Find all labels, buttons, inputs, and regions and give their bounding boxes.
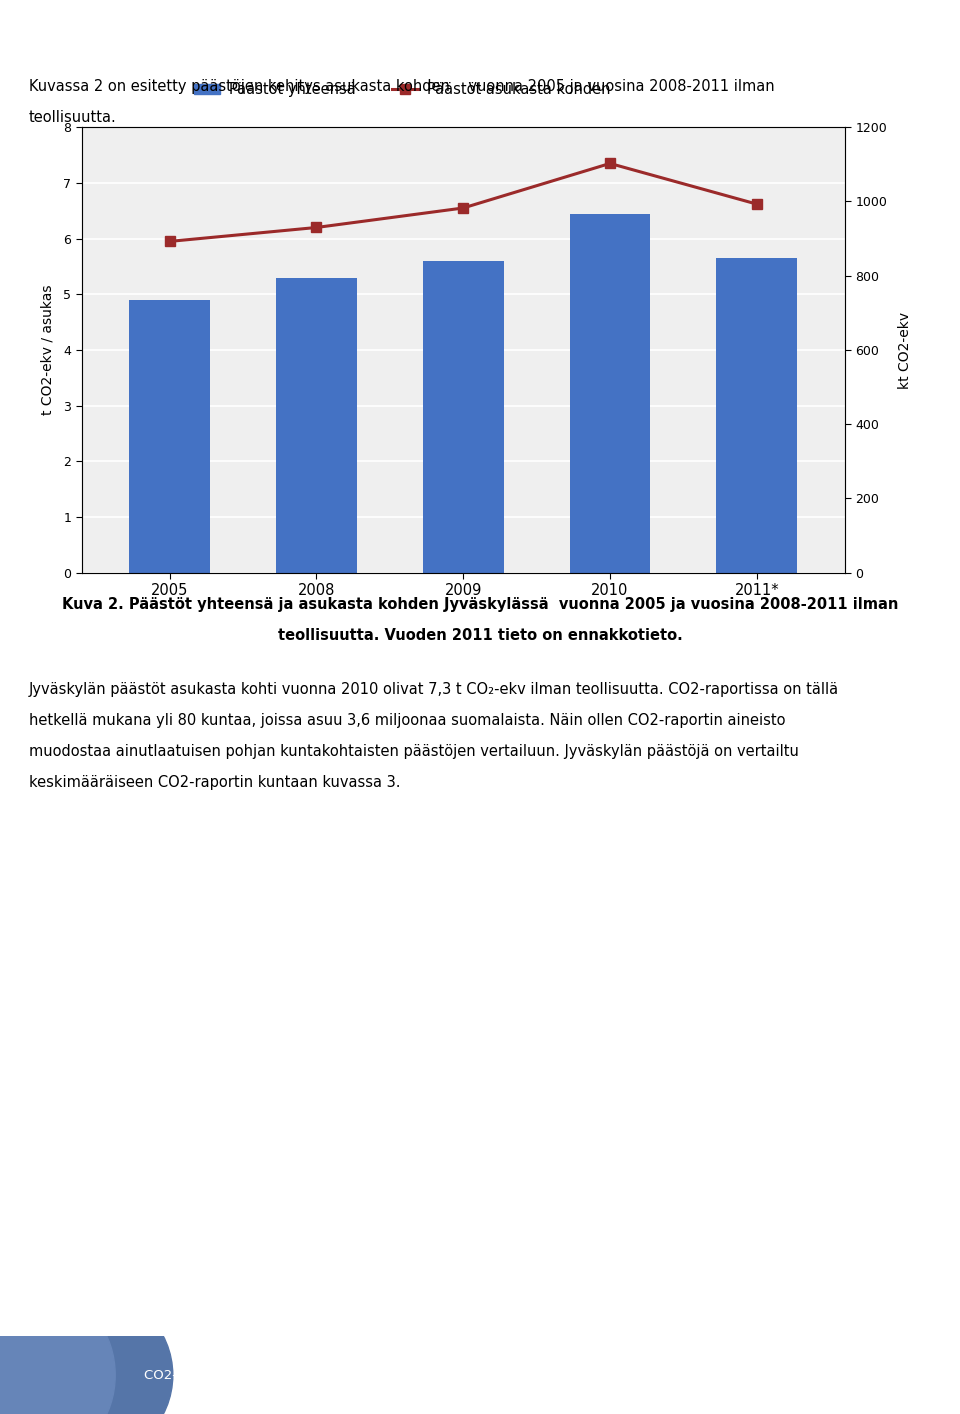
Y-axis label: t CO2-ekv / asukas: t CO2-ekv / asukas [41,284,55,416]
Y-axis label: kt CO2-ekv: kt CO2-ekv [899,311,912,389]
Bar [276,277,357,573]
Bar [422,262,504,573]
Text: hetkellä mukana yli 80 kuntaa, joissa asuu 3,6 miljoonaa suomalaista. Näin ollen: hetkellä mukana yli 80 kuntaa, joissa as… [29,713,785,728]
Text: muodostaa ainutlaatuisen pohjan kuntakohtaisten päästöjen vertailuun. Jyväskylän: muodostaa ainutlaatuisen pohjan kuntakoh… [29,744,799,759]
Text: Kuva 2. Päästöt yhteensä ja asukasta kohden Jyväskylässä  vuonna 2005 ja vuosina: Kuva 2. Päästöt yhteensä ja asukasta koh… [61,597,899,612]
Ellipse shape [0,1290,173,1414]
Bar [569,214,650,573]
Text: teollisuutta. Vuoden 2011 tieto on ennakkotieto.: teollisuutta. Vuoden 2011 tieto on ennak… [277,628,683,643]
Text: 6: 6 [915,1360,936,1390]
Bar [130,300,210,573]
Text: Kuvassa 2 on esitetty päästöjen kehitys asukasta kohden    vuonna 2005 ja vuosin: Kuvassa 2 on esitetty päästöjen kehitys … [29,79,775,95]
Ellipse shape [0,1298,115,1414]
Text: CO2-RAPORTTI  |  BENVIROC OY 2012: CO2-RAPORTTI | BENVIROC OY 2012 [144,1369,392,1381]
Text: Jyväskylän päästöt asukasta kohti vuonna 2010 olivat 7,3 t CO₂-ekv ilman teollis: Jyväskylän päästöt asukasta kohti vuonna… [29,682,839,697]
Legend: Päästöt yhteensä, Päästöt asukasta kohden: Päästöt yhteensä, Päästöt asukasta kohde… [188,76,616,103]
Bar [716,259,797,573]
Text: teollisuutta.: teollisuutta. [29,110,116,126]
Text: keskimääräiseen CO2-raportin kuntaan kuvassa 3.: keskimääräiseen CO2-raportin kuntaan kuv… [29,775,400,790]
